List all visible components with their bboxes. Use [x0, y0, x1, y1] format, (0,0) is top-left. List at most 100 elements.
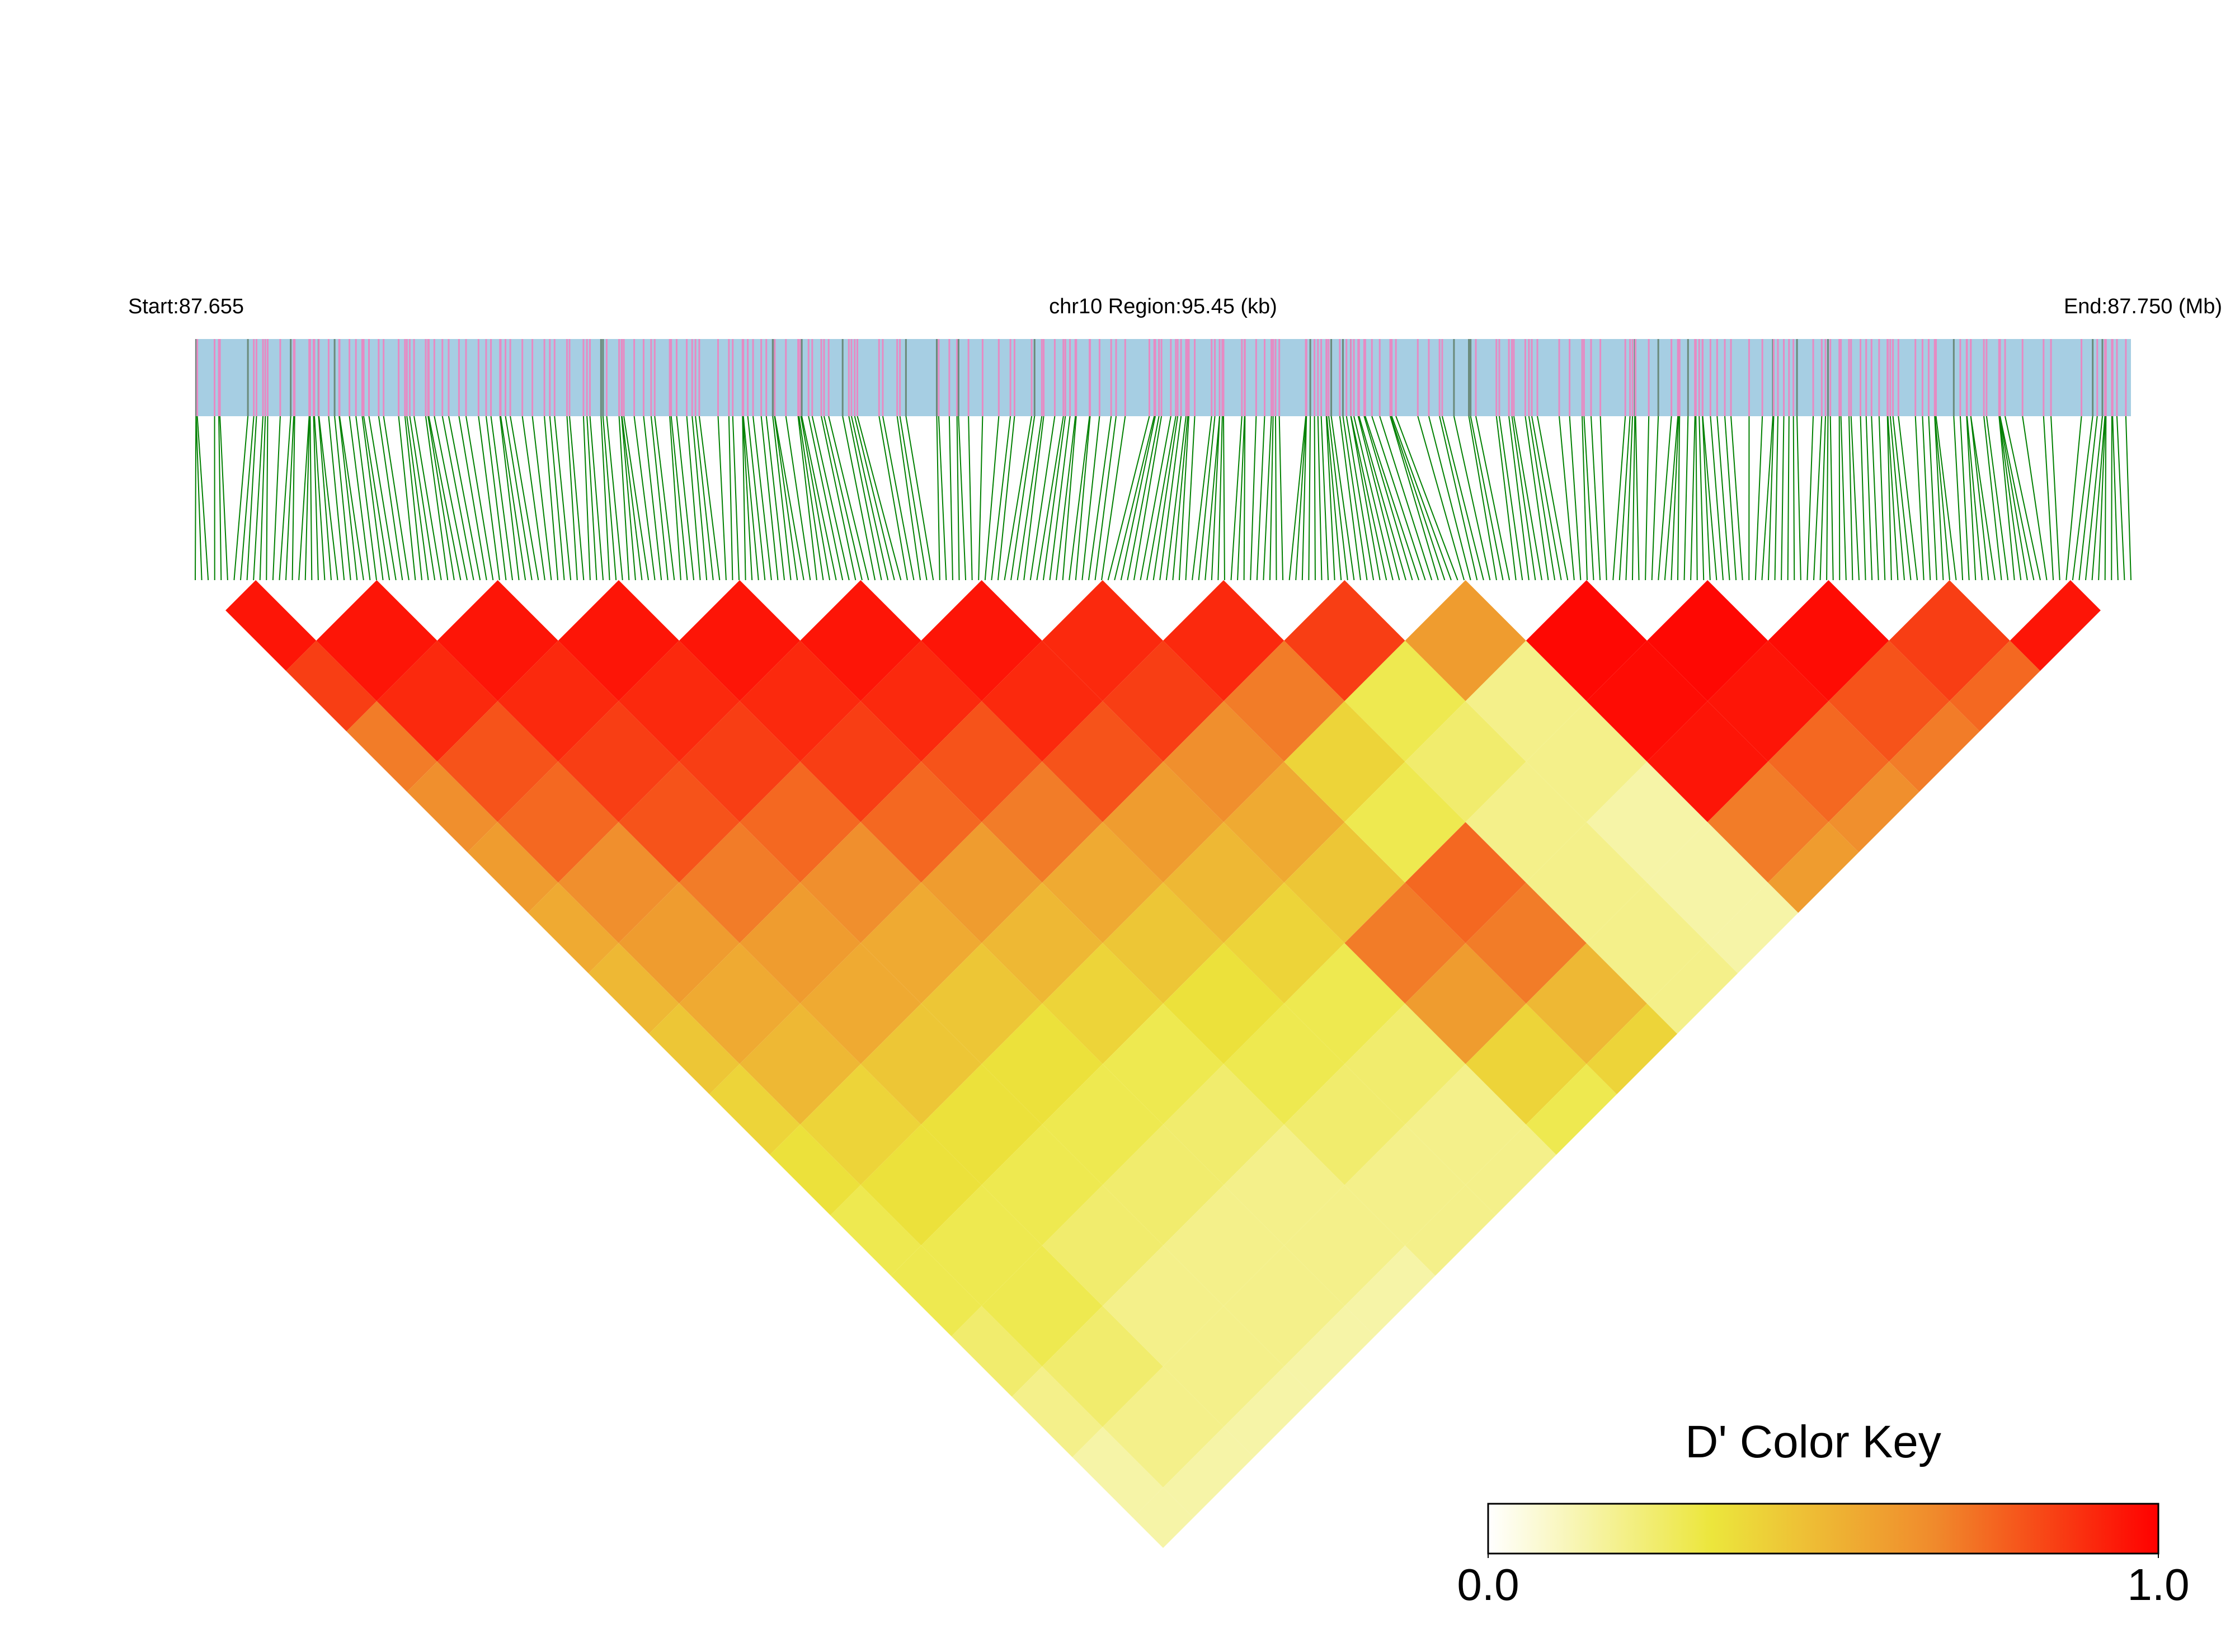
snp-connector [1192, 416, 1212, 581]
snp-connector [1288, 416, 1307, 581]
snp-connector [1878, 416, 1886, 581]
snp-connector [1702, 416, 1711, 581]
snp-connector [1677, 416, 1681, 581]
snp-connector [899, 416, 928, 581]
snp-connector [774, 416, 798, 581]
snp-connector [1326, 416, 1342, 581]
snp-connector [531, 416, 552, 581]
snp-connector [2022, 416, 2048, 581]
snp-connector [404, 416, 423, 581]
snp-connector [582, 416, 591, 581]
snp-connector [1625, 416, 1634, 581]
snp-connector [1928, 416, 1937, 581]
snp-connector [1999, 416, 2035, 581]
snp-connector [266, 416, 269, 581]
snp-connector [2078, 416, 2098, 581]
snp-connector [997, 416, 1015, 581]
snp-connector [1537, 416, 1569, 581]
snp-connector [991, 416, 1011, 581]
snp-connector [2112, 416, 2119, 581]
snp-connector [1860, 416, 1866, 581]
snp-connector [1470, 416, 1504, 581]
snp-connector [334, 416, 351, 581]
snp-connector [669, 416, 681, 581]
snp-connector [1441, 416, 1484, 581]
snp-connector [1983, 416, 2002, 581]
snp-connector [1339, 416, 1361, 581]
snp-connector [1004, 416, 1033, 581]
snp-connector [2065, 416, 2082, 581]
snp-connector [600, 416, 610, 581]
snp-connector [1999, 416, 2028, 581]
snp-connector [313, 416, 319, 581]
snp-connector [854, 416, 895, 581]
snp-connector [285, 416, 295, 581]
region-label: chr10 Region:95.45 (kb) [1049, 295, 1277, 318]
snp-connector [842, 416, 876, 581]
snp-connector [1010, 416, 1036, 581]
snp-connector [621, 416, 636, 581]
snp-connector [328, 416, 345, 581]
snp-connector [1088, 416, 1112, 581]
snp-connector [425, 416, 449, 581]
snp-connector [742, 416, 753, 581]
snp-connector [1428, 416, 1471, 581]
snp-connector [1754, 416, 1763, 581]
snp-connector [490, 416, 514, 581]
snp-connector [349, 416, 371, 581]
snp-connector [1914, 416, 1925, 581]
snp-connector [1120, 416, 1156, 581]
snp-connector [606, 416, 623, 581]
snp-connector [2005, 416, 2041, 581]
snp-connector [618, 416, 630, 581]
snp-connector [291, 416, 295, 581]
snp-connector [752, 416, 772, 581]
snp-connector [774, 416, 804, 581]
snp-connector [1363, 416, 1413, 581]
snp-connector [434, 416, 468, 581]
snp-connector [1308, 416, 1311, 581]
snp-connector [586, 416, 597, 581]
snp-connector [2050, 416, 2060, 581]
snp-connector [1698, 416, 1705, 581]
snp-connector [1583, 416, 1594, 581]
snp-connector [1898, 416, 1918, 581]
snp-connector [747, 416, 766, 581]
snp-connector [566, 416, 578, 581]
snp-connector [808, 416, 844, 581]
snp-connector [409, 416, 436, 581]
snp-connector [1295, 416, 1307, 581]
snp-connector [448, 416, 481, 581]
colorbar-tick-label: 1.0 [2127, 1560, 2189, 1609]
snp-connector [1146, 416, 1177, 581]
snp-connector [485, 416, 507, 581]
snp-connector [785, 416, 811, 581]
snp-connector [801, 416, 837, 581]
snp-connector [1934, 416, 1944, 581]
snp-connector [698, 416, 721, 581]
snp-connector [1269, 416, 1274, 581]
snp-connector [1358, 416, 1406, 581]
snp-connector [621, 416, 643, 581]
snp-connector [1599, 416, 1607, 581]
snp-connector [1263, 416, 1272, 581]
snp-connector [554, 416, 572, 581]
snp-connector [1350, 416, 1381, 581]
snp-connector [2098, 416, 2106, 581]
snp-connector [383, 416, 410, 581]
snp-connector [732, 416, 740, 581]
snp-connector [1724, 416, 1737, 581]
snp-connector [1172, 416, 1189, 581]
snp-connector [1508, 416, 1530, 581]
snp-connector [1953, 416, 1964, 581]
snp-connector [2111, 416, 2112, 581]
snp-connector [1826, 416, 1829, 581]
snp-connector [1364, 416, 1420, 581]
snp-connector [857, 416, 902, 581]
snp-connector [1390, 416, 1446, 581]
snp-connector [1237, 416, 1245, 581]
snp-connector [361, 416, 384, 581]
snp-connector [1524, 416, 1549, 581]
snp-connector [1094, 416, 1117, 581]
